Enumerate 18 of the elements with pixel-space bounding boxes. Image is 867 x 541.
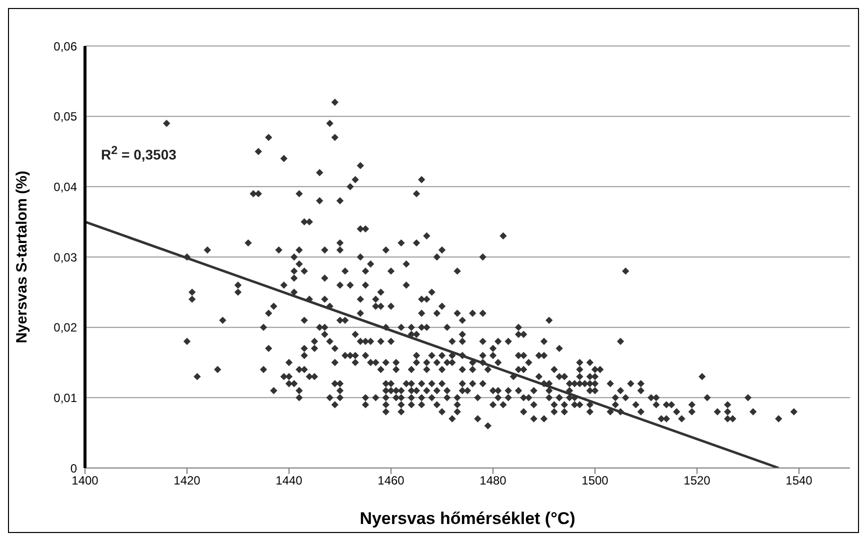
x-tick-label: 1440 xyxy=(276,474,303,488)
x-tick-label: 1520 xyxy=(684,474,711,488)
x-tick-label: 1500 xyxy=(582,474,609,488)
y-tick-label: 0,02 xyxy=(54,320,78,335)
y-axis-title: Nyersvas S-tartalom (%) xyxy=(13,170,30,344)
y-tick-label: 0 xyxy=(70,461,78,476)
y-tick-label: 0,06 xyxy=(54,39,78,54)
x-tick-label: 1540 xyxy=(786,474,813,488)
x-tick-label: 1400 xyxy=(72,474,99,488)
y-tick-label: 0,04 xyxy=(54,180,78,194)
x-tick-label: 1460 xyxy=(378,474,405,488)
x-axis-title: Nyersvas hőmérséklet (°C) xyxy=(360,509,576,528)
y-tick-label: 0,01 xyxy=(54,390,78,405)
y-tick-label: 0,03 xyxy=(54,250,78,264)
x-tick-label: 1480 xyxy=(480,474,507,488)
annotation: R$^{2}$ = 0,3503 xyxy=(101,144,176,163)
y-tick-label: 0,05 xyxy=(54,110,78,124)
x-tick-label: 1420 xyxy=(174,474,201,488)
